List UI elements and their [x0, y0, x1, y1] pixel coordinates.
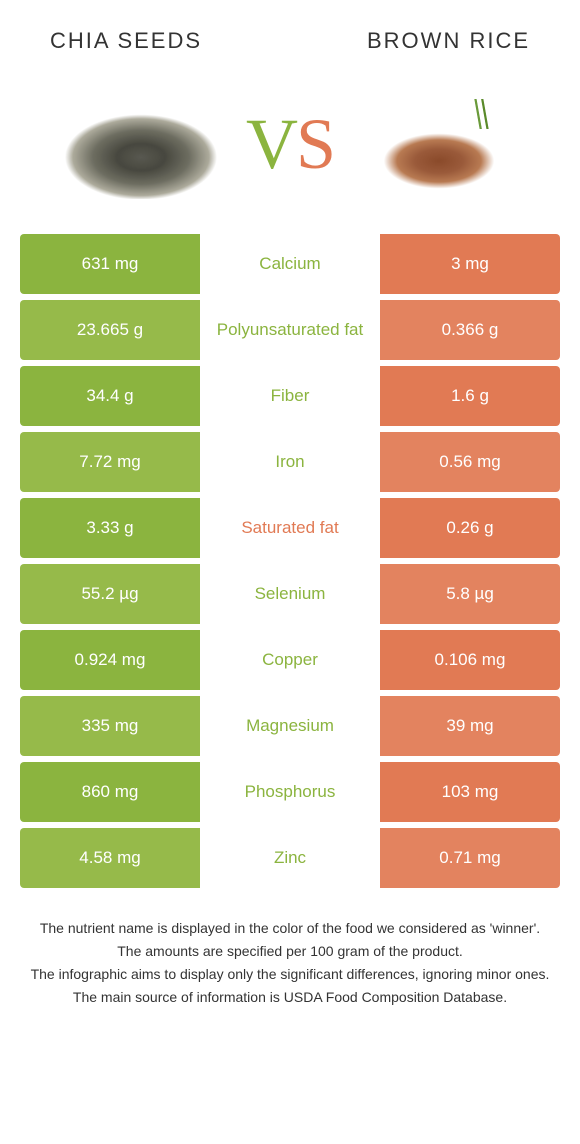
vs-s: S — [296, 103, 334, 186]
title-right: BROWN RICE — [367, 28, 530, 54]
value-left: 0.924 mg — [20, 630, 200, 690]
table-row: 7.72 mgIron0.56 mg — [20, 432, 560, 492]
value-left: 55.2 µg — [20, 564, 200, 624]
chia-image — [56, 84, 226, 204]
value-left: 4.58 mg — [20, 828, 200, 888]
rice-image — [354, 84, 524, 204]
chia-pile-graphic — [61, 89, 221, 199]
table-row: 860 mgPhosphorus103 mg — [20, 762, 560, 822]
table-row: 4.58 mgZinc0.71 mg — [20, 828, 560, 888]
vs-label: VS — [246, 103, 334, 186]
value-left: 631 mg — [20, 234, 200, 294]
value-right: 1.6 g — [380, 366, 560, 426]
value-left: 3.33 g — [20, 498, 200, 558]
rice-pile-graphic — [369, 99, 509, 189]
value-right: 0.26 g — [380, 498, 560, 558]
nutrient-label: Magnesium — [200, 696, 380, 756]
value-right: 3 mg — [380, 234, 560, 294]
value-right: 0.106 mg — [380, 630, 560, 690]
value-right: 0.71 mg — [380, 828, 560, 888]
value-right: 39 mg — [380, 696, 560, 756]
nutrient-label: Zinc — [200, 828, 380, 888]
hero-row: VS — [0, 64, 580, 234]
footnote-line: The nutrient name is displayed in the co… — [30, 918, 550, 939]
table-row: 23.665 gPolyunsaturated fat0.366 g — [20, 300, 560, 360]
nutrient-label: Selenium — [200, 564, 380, 624]
value-right: 5.8 µg — [380, 564, 560, 624]
footnotes: The nutrient name is displayed in the co… — [30, 918, 550, 1008]
value-right: 103 mg — [380, 762, 560, 822]
footnote-line: The amounts are specified per 100 gram o… — [30, 941, 550, 962]
nutrient-label: Copper — [200, 630, 380, 690]
value-left: 860 mg — [20, 762, 200, 822]
value-left: 34.4 g — [20, 366, 200, 426]
title-row: CHIA SEEDS BROWN RICE — [0, 0, 580, 64]
table-row: 55.2 µgSelenium5.8 µg — [20, 564, 560, 624]
table-row: 631 mgCalcium3 mg — [20, 234, 560, 294]
table-row: 0.924 mgCopper0.106 mg — [20, 630, 560, 690]
nutrient-label: Phosphorus — [200, 762, 380, 822]
table-row: 3.33 gSaturated fat0.26 g — [20, 498, 560, 558]
title-left: CHIA SEEDS — [50, 28, 202, 54]
value-right: 0.366 g — [380, 300, 560, 360]
value-left: 7.72 mg — [20, 432, 200, 492]
table-row: 34.4 gFiber1.6 g — [20, 366, 560, 426]
comparison-table: 631 mgCalcium3 mg23.665 gPolyunsaturated… — [20, 234, 560, 888]
nutrient-label: Polyunsaturated fat — [200, 300, 380, 360]
nutrient-label: Calcium — [200, 234, 380, 294]
value-left: 23.665 g — [20, 300, 200, 360]
nutrient-label: Fiber — [200, 366, 380, 426]
table-row: 335 mgMagnesium39 mg — [20, 696, 560, 756]
vs-v: V — [246, 103, 296, 186]
value-right: 0.56 mg — [380, 432, 560, 492]
footnote-line: The main source of information is USDA F… — [30, 987, 550, 1008]
value-left: 335 mg — [20, 696, 200, 756]
nutrient-label: Iron — [200, 432, 380, 492]
nutrient-label: Saturated fat — [200, 498, 380, 558]
footnote-line: The infographic aims to display only the… — [30, 964, 550, 985]
